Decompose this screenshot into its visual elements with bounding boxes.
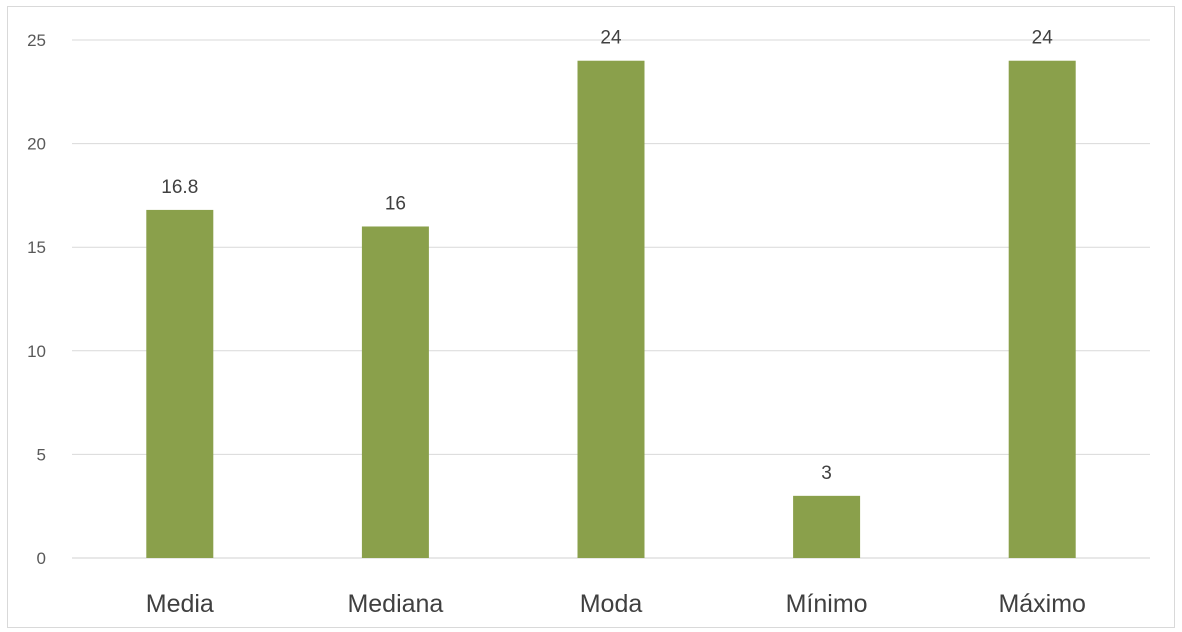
data-label: 24 xyxy=(600,28,622,49)
bar xyxy=(577,60,645,558)
y-tick-label: 0 xyxy=(37,549,46,568)
category-label: Media xyxy=(146,590,214,618)
bar xyxy=(1008,60,1076,558)
y-tick-label: 25 xyxy=(27,31,46,50)
y-tick-label: 10 xyxy=(27,342,46,361)
data-label: 24 xyxy=(1032,28,1054,49)
bars xyxy=(146,60,1076,559)
category-label: Mediana xyxy=(347,590,443,618)
category-label: Mínimo xyxy=(786,590,868,618)
category-label: Moda xyxy=(580,590,643,618)
data-labels: 16.8 16 24 3 24 xyxy=(161,28,1053,484)
data-label: 3 xyxy=(821,463,832,484)
x-axis-categories: Media Mediana Moda Mínimo Máximo xyxy=(146,590,1086,618)
bar xyxy=(361,226,429,559)
data-label: 16 xyxy=(385,193,406,214)
y-tick-label: 5 xyxy=(37,445,46,464)
y-tick-label: 20 xyxy=(27,135,46,154)
bar xyxy=(793,495,861,558)
y-tick-label: 15 xyxy=(27,238,46,257)
bar xyxy=(146,209,214,559)
category-label: Máximo xyxy=(998,590,1086,618)
y-axis-ticks: 0 5 10 15 20 25 xyxy=(27,31,46,568)
data-label: 16.8 xyxy=(161,177,198,198)
